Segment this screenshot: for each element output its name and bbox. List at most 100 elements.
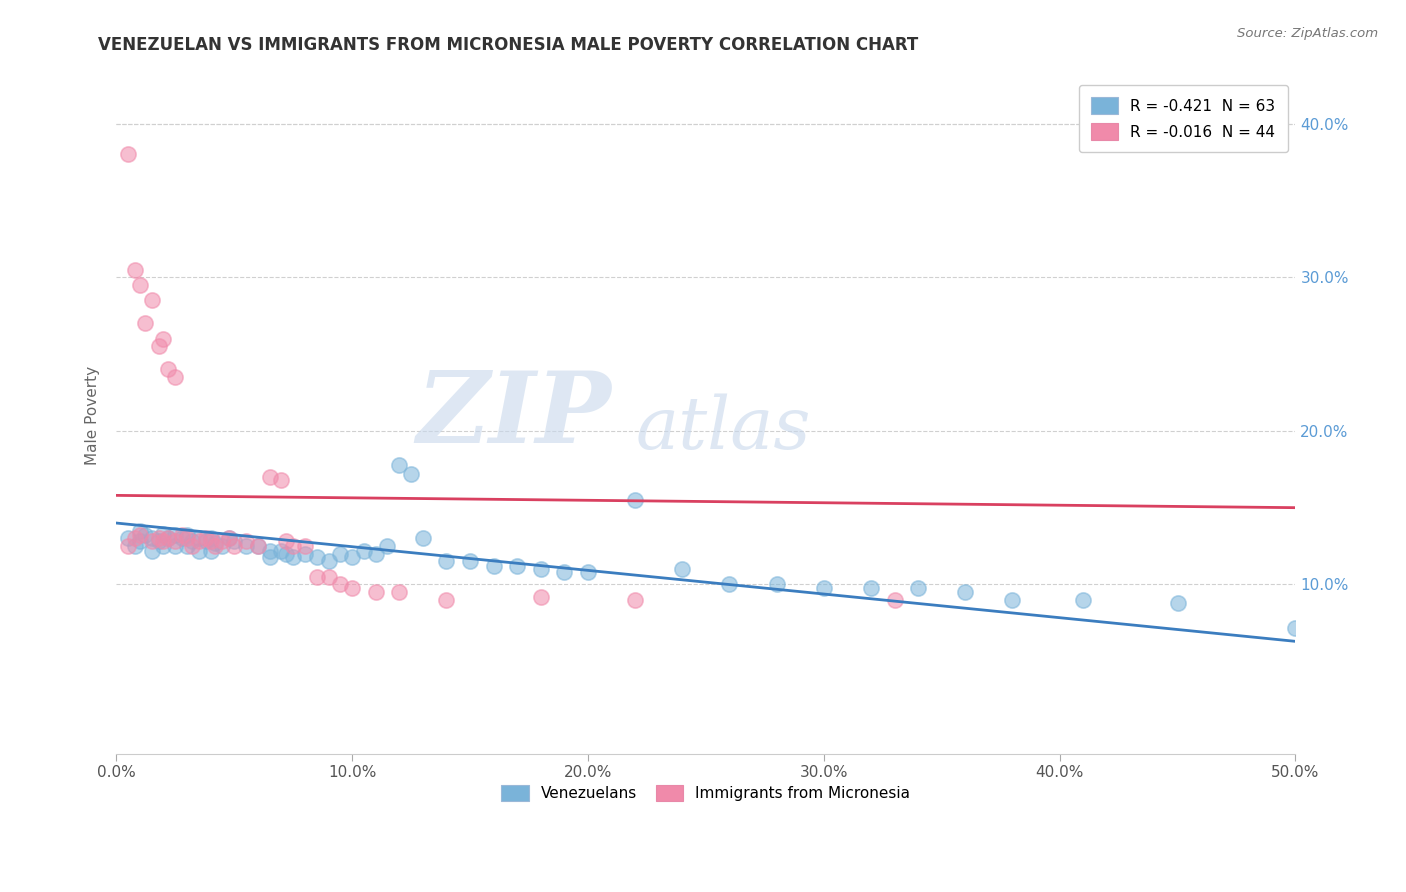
Point	[436, 592, 458, 607]
Point	[530, 562, 553, 576]
Point	[364, 547, 387, 561]
Point	[152, 526, 174, 541]
Point	[134, 316, 156, 330]
Point	[141, 293, 163, 308]
Point	[506, 559, 529, 574]
Point	[388, 458, 411, 472]
Point	[165, 370, 187, 384]
Point	[883, 592, 905, 607]
Point	[259, 543, 281, 558]
Point	[294, 547, 316, 561]
Point	[246, 539, 269, 553]
Point	[194, 534, 217, 549]
Point	[377, 539, 399, 553]
Point	[235, 534, 257, 549]
Point	[200, 532, 222, 546]
Point	[576, 565, 599, 579]
Point	[172, 528, 194, 542]
Point	[388, 585, 411, 599]
Point	[180, 539, 202, 553]
Point	[340, 549, 363, 564]
Point	[176, 528, 198, 542]
Point	[246, 539, 269, 553]
Point	[259, 549, 281, 564]
Point	[765, 577, 787, 591]
Point	[718, 577, 741, 591]
Point	[124, 262, 146, 277]
Point	[117, 539, 139, 553]
Point	[157, 362, 180, 376]
Point	[128, 524, 150, 538]
Point	[955, 585, 977, 599]
Text: VENEZUELAN VS IMMIGRANTS FROM MICRONESIA MALE POVERTY CORRELATION CHART: VENEZUELAN VS IMMIGRANTS FROM MICRONESIA…	[98, 36, 918, 54]
Point	[211, 534, 233, 549]
Point	[318, 554, 340, 568]
Point	[180, 534, 202, 549]
Point	[353, 543, 375, 558]
Point	[128, 534, 150, 549]
Point	[124, 532, 146, 546]
Point	[204, 536, 226, 550]
Point	[157, 532, 180, 546]
Point	[671, 562, 693, 576]
Point	[1284, 620, 1306, 634]
Point	[152, 539, 174, 553]
Point	[141, 534, 163, 549]
Point	[1167, 596, 1189, 610]
Point	[329, 547, 352, 561]
Text: Source: ZipAtlas.com: Source: ZipAtlas.com	[1237, 27, 1378, 40]
Point	[458, 554, 481, 568]
Point	[436, 554, 458, 568]
Point	[270, 473, 292, 487]
Point	[128, 277, 150, 292]
Point	[364, 585, 387, 599]
Point	[211, 539, 233, 553]
Point	[399, 467, 422, 481]
Point	[152, 332, 174, 346]
Point	[305, 570, 328, 584]
Point	[624, 592, 647, 607]
Point	[176, 539, 198, 553]
Point	[148, 532, 170, 546]
Point	[200, 543, 222, 558]
Point	[907, 581, 929, 595]
Y-axis label: Male Poverty: Male Poverty	[86, 366, 100, 465]
Point	[194, 532, 217, 546]
Point	[165, 539, 187, 553]
Point	[530, 590, 553, 604]
Point	[624, 493, 647, 508]
Point	[274, 547, 297, 561]
Point	[318, 570, 340, 584]
Point	[117, 147, 139, 161]
Text: ZIP: ZIP	[416, 368, 612, 464]
Point	[134, 528, 156, 542]
Point	[305, 549, 328, 564]
Point	[124, 539, 146, 553]
Point	[553, 565, 575, 579]
Point	[172, 532, 194, 546]
Point	[187, 534, 209, 549]
Point	[859, 581, 882, 595]
Legend: Venezuelans, Immigrants from Micronesia: Venezuelans, Immigrants from Micronesia	[489, 772, 922, 814]
Point	[187, 532, 209, 546]
Point	[165, 528, 187, 542]
Point	[482, 559, 505, 574]
Point	[204, 539, 226, 553]
Point	[235, 539, 257, 553]
Point	[340, 581, 363, 595]
Point	[117, 532, 139, 546]
Point	[281, 549, 304, 564]
Point	[270, 543, 292, 558]
Point	[224, 534, 246, 549]
Point	[157, 532, 180, 546]
Point	[294, 539, 316, 553]
Point	[274, 534, 297, 549]
Point	[412, 532, 434, 546]
Point	[128, 528, 150, 542]
Point	[281, 539, 304, 553]
Text: atlas: atlas	[636, 393, 811, 464]
Point	[218, 532, 240, 546]
Point	[218, 532, 240, 546]
Point	[187, 543, 209, 558]
Point	[329, 577, 352, 591]
